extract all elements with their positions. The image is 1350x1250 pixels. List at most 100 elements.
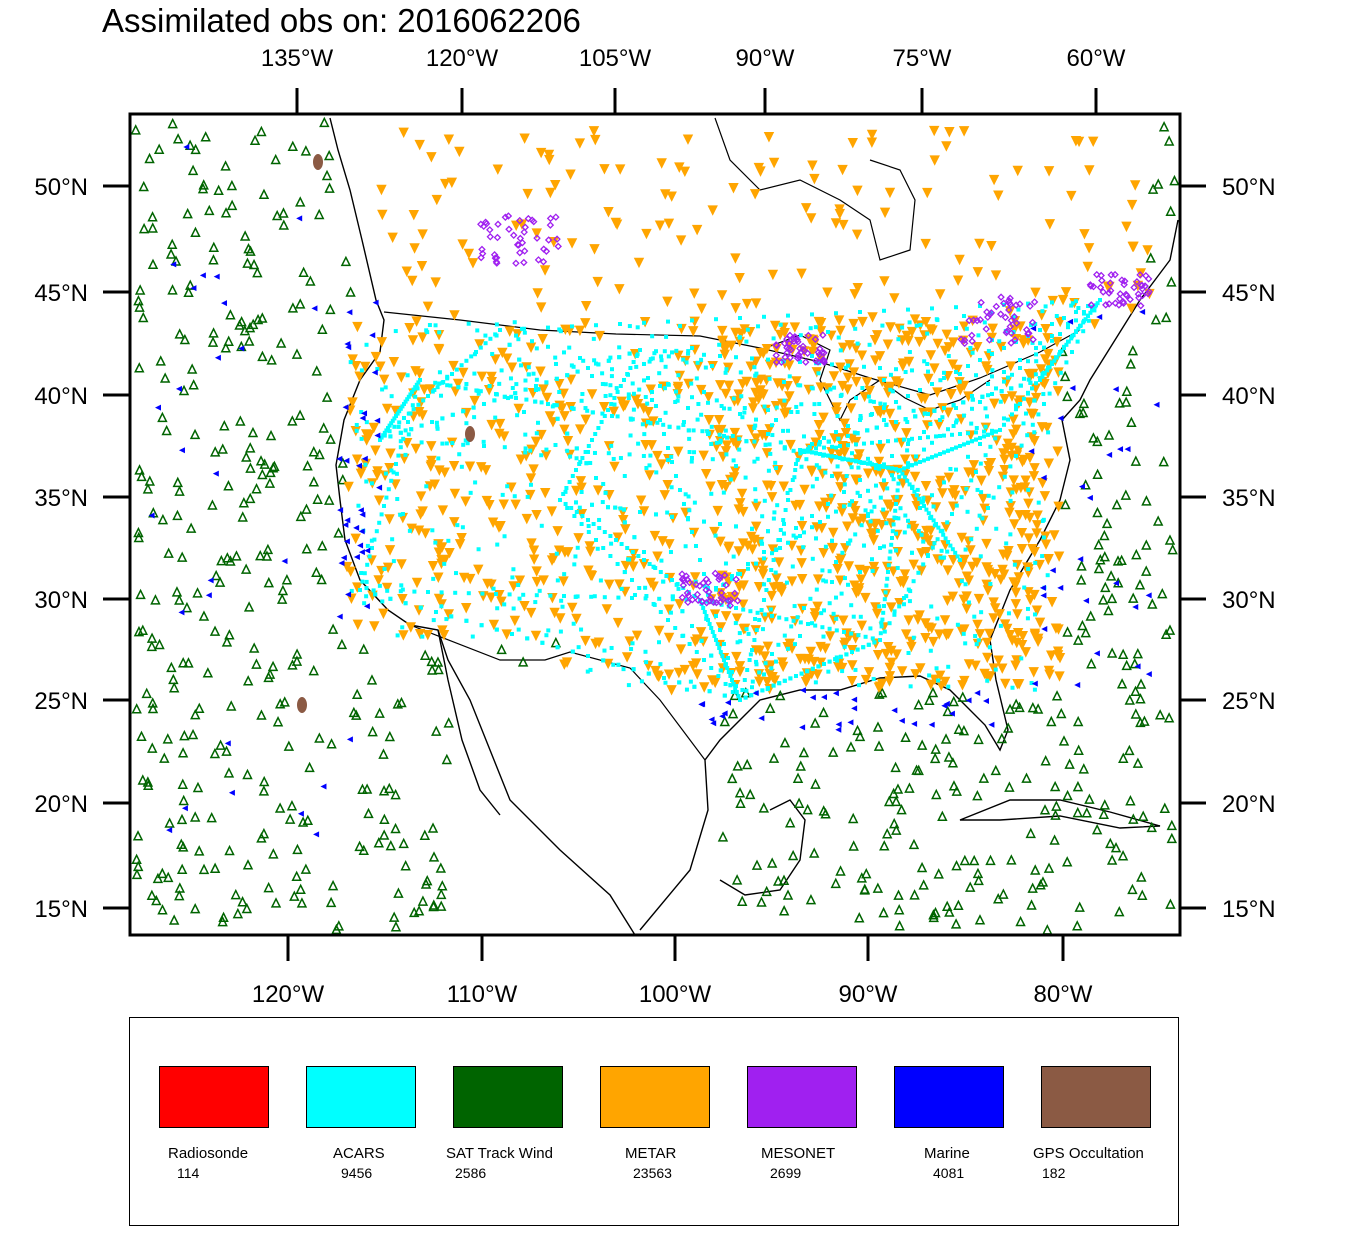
observation-marker bbox=[407, 528, 412, 533]
observation-marker bbox=[602, 414, 607, 418]
observation-marker bbox=[1153, 178, 1164, 189]
observation-marker bbox=[296, 897, 308, 908]
observation-marker bbox=[779, 736, 791, 748]
observation-marker bbox=[494, 220, 502, 229]
observation-marker bbox=[602, 658, 614, 670]
observation-marker bbox=[643, 649, 648, 654]
observation-marker bbox=[142, 483, 154, 494]
observation-marker bbox=[906, 307, 910, 312]
observation-marker bbox=[1125, 795, 1136, 806]
observation-marker bbox=[804, 331, 813, 340]
observation-marker bbox=[552, 213, 560, 221]
observation-marker bbox=[1042, 333, 1053, 344]
observation-marker bbox=[998, 888, 1009, 899]
observation-marker bbox=[818, 440, 822, 444]
observation-marker bbox=[798, 448, 802, 452]
observation-marker bbox=[463, 248, 475, 260]
observation-marker bbox=[364, 579, 369, 584]
observation-marker bbox=[1034, 359, 1039, 364]
observation-marker bbox=[1059, 370, 1071, 382]
observation-marker bbox=[730, 678, 734, 682]
observation-marker bbox=[609, 541, 614, 546]
observation-marker bbox=[217, 443, 228, 454]
observation-marker bbox=[965, 697, 972, 704]
observation-marker bbox=[398, 445, 403, 450]
observation-marker bbox=[608, 393, 613, 398]
observation-marker bbox=[492, 254, 501, 262]
observation-marker bbox=[584, 541, 595, 552]
observation-marker bbox=[408, 209, 420, 221]
observation-marker bbox=[565, 431, 570, 436]
observation-marker bbox=[679, 574, 688, 583]
observation-marker bbox=[436, 888, 447, 900]
observation-marker bbox=[422, 301, 434, 313]
observation-marker bbox=[894, 438, 898, 443]
observation-marker bbox=[426, 664, 438, 675]
observation-marker bbox=[920, 316, 932, 328]
observation-marker bbox=[920, 481, 932, 492]
observation-marker bbox=[886, 602, 897, 613]
observation-marker bbox=[770, 433, 775, 438]
observation-marker bbox=[475, 328, 480, 333]
observation-marker bbox=[544, 633, 549, 638]
observation-marker bbox=[1130, 685, 1141, 697]
observation-marker bbox=[1043, 554, 1054, 566]
observation-marker bbox=[801, 358, 810, 366]
observation-marker bbox=[242, 768, 253, 780]
observation-marker bbox=[982, 652, 993, 664]
observation-marker bbox=[882, 544, 886, 549]
observation-marker bbox=[985, 671, 996, 682]
observation-marker bbox=[401, 266, 412, 277]
observation-marker bbox=[544, 447, 549, 452]
observation-marker bbox=[600, 411, 605, 416]
observation-marker bbox=[1025, 827, 1036, 839]
observation-marker bbox=[772, 510, 777, 515]
observation-marker bbox=[478, 345, 483, 350]
observation-marker bbox=[910, 368, 914, 373]
observation-marker bbox=[606, 358, 611, 363]
observation-marker bbox=[753, 162, 765, 174]
observation-marker bbox=[1126, 303, 1137, 315]
observation-marker bbox=[378, 748, 389, 759]
observation-marker bbox=[586, 366, 590, 370]
observation-marker bbox=[585, 669, 590, 674]
observation-marker bbox=[1102, 301, 1110, 309]
observation-marker bbox=[794, 674, 798, 678]
observation-marker bbox=[445, 376, 450, 381]
observation-marker bbox=[819, 611, 824, 616]
observation-marker bbox=[700, 468, 712, 480]
observation-marker bbox=[731, 440, 743, 451]
observation-marker bbox=[240, 563, 252, 574]
observation-marker bbox=[544, 236, 553, 244]
observation-marker bbox=[686, 349, 691, 354]
observation-marker bbox=[955, 622, 960, 627]
observation-marker bbox=[1129, 657, 1140, 669]
observation-marker bbox=[968, 460, 980, 471]
observation-marker bbox=[925, 350, 937, 361]
observation-marker bbox=[546, 221, 555, 229]
observation-marker bbox=[601, 604, 613, 615]
observation-marker bbox=[226, 700, 237, 711]
observation-marker bbox=[1040, 374, 1045, 379]
observation-marker bbox=[970, 394, 974, 398]
observation-marker bbox=[640, 440, 651, 451]
observation-marker bbox=[1116, 678, 1128, 689]
observation-marker bbox=[950, 547, 955, 552]
observation-marker bbox=[961, 631, 966, 636]
observation-marker bbox=[908, 589, 913, 594]
observation-marker bbox=[878, 631, 883, 636]
observation-marker bbox=[324, 494, 335, 505]
observation-marker bbox=[301, 543, 312, 554]
observation-marker bbox=[1067, 318, 1074, 325]
observation-marker bbox=[703, 392, 714, 403]
observation-marker bbox=[298, 266, 309, 278]
observation-marker bbox=[768, 451, 773, 456]
observation-marker bbox=[612, 396, 617, 400]
observation-marker bbox=[942, 376, 946, 380]
observation-marker bbox=[207, 336, 219, 347]
observation-marker bbox=[898, 717, 905, 724]
observation-marker bbox=[1050, 300, 1054, 305]
observation-marker bbox=[782, 531, 786, 536]
observation-marker bbox=[630, 596, 634, 600]
observation-marker bbox=[999, 394, 1010, 405]
